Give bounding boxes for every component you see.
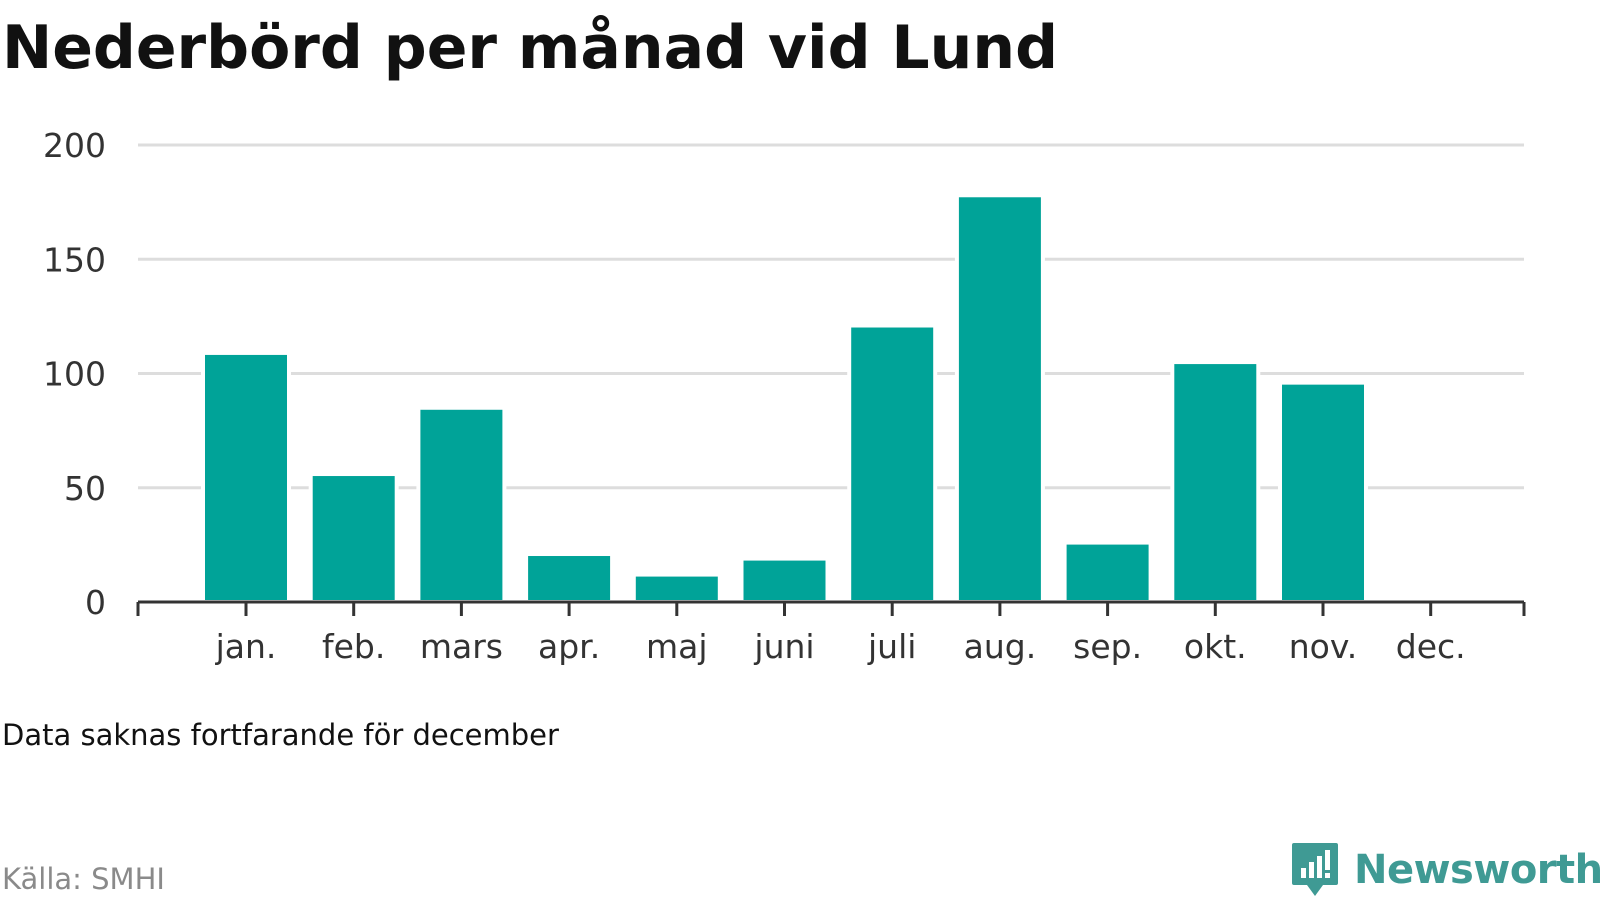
- newsworthy-logo-icon: [1292, 843, 1338, 896]
- bar-juli: [847, 323, 938, 604]
- brand-name: Newsworthy: [1354, 847, 1600, 893]
- x-tick-label: sep.: [1073, 627, 1142, 666]
- x-tick-label: feb.: [322, 627, 385, 666]
- x-tick-label: dec.: [1396, 627, 1466, 666]
- brand-logo[interactable]: Newsworthy: [1290, 840, 1600, 900]
- chart-title: Nederbörd per månad vid Lund: [2, 13, 1059, 83]
- bar-sep: [1062, 540, 1153, 605]
- x-tick-label: jan.: [215, 627, 277, 666]
- x-tick-label: apr.: [538, 627, 600, 666]
- source-label: Källa: SMHI: [2, 862, 165, 896]
- bar-mars: [416, 405, 507, 604]
- x-tick-label: juli: [867, 627, 916, 666]
- bar-nov: [1278, 380, 1368, 605]
- bar-aug: [954, 193, 1045, 605]
- bar-okt: [1170, 360, 1261, 605]
- bar-maj: [631, 572, 722, 605]
- x-tick-label: maj: [646, 627, 708, 666]
- y-axis-ticks: 0 50 100 150 200: [43, 126, 106, 622]
- bars: [201, 193, 1368, 605]
- x-tick-label: juni: [753, 627, 814, 666]
- x-tick-label: nov.: [1289, 627, 1358, 666]
- bar-apr: [524, 552, 615, 605]
- bar-juni: [739, 556, 830, 605]
- y-tick-label: 50: [64, 469, 106, 508]
- x-tick-label: aug.: [964, 627, 1037, 666]
- y-tick-label: 100: [43, 355, 106, 394]
- y-tick-label: 150: [43, 240, 106, 279]
- x-tick-label: mars: [420, 627, 503, 666]
- x-tick-label: okt.: [1184, 627, 1247, 666]
- y-tick-label: 0: [85, 583, 106, 622]
- bar-jan: [201, 350, 291, 604]
- y-tick-label: 200: [43, 126, 106, 165]
- bar-feb: [308, 472, 399, 605]
- x-axis-ticks: jan. feb. mars apr. maj juni juli aug. sep. okt. n…: [215, 602, 1466, 666]
- x-axis: [136, 600, 1526, 616]
- chart-note: Data saknas fortfarande för december: [2, 718, 559, 752]
